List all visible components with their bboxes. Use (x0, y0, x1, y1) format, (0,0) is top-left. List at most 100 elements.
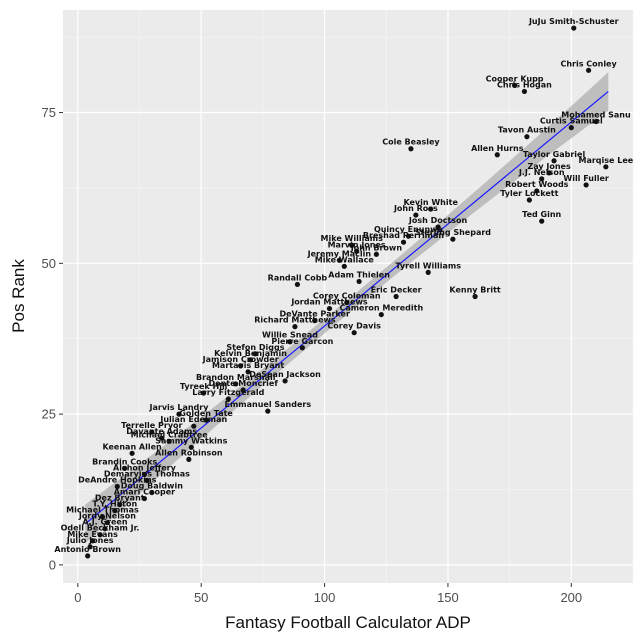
data-point (524, 134, 530, 140)
point-label: Mike Williams (321, 234, 384, 243)
data-point (186, 456, 192, 462)
point-label: DeVante Parker (279, 310, 349, 319)
point-label: Will Fuller (563, 174, 609, 183)
data-point (282, 378, 288, 384)
data-point (104, 520, 111, 526)
data-point (117, 501, 123, 508)
point-label: Mike Evans (67, 530, 118, 539)
point-label: Marqise Lee (579, 156, 634, 165)
data-point (551, 158, 557, 164)
point-label: Eric Decker (371, 286, 422, 295)
x-axis: 0 50 100 150 200 (74, 583, 582, 605)
data-point (539, 176, 545, 182)
point-label: Michael Crabtree (131, 430, 209, 439)
point-label: Cameron Meredith (339, 304, 423, 313)
data-point (408, 146, 414, 152)
labels-layer: JuJu Smith-Schuster Chris Conley Cooper Ku… (54, 17, 633, 554)
y-tick-label: 75 (42, 105, 56, 120)
data-point (99, 514, 106, 520)
x-tick-label: 200 (560, 590, 582, 605)
point-label: Odell Beckham Jr. (61, 524, 140, 533)
point-label: JuJu Smith-Schuster (528, 17, 619, 26)
x-tick-label: 100 (314, 590, 336, 605)
y-axis-title: Pos Rank (9, 259, 28, 333)
data-point (312, 318, 318, 324)
data-point (351, 330, 357, 336)
point-label: Allen Hurns (471, 144, 524, 153)
point-label: Dez Bryant (95, 494, 145, 503)
point-label: Breshad Perriman (363, 231, 444, 240)
point-label: Adam Thielen (328, 270, 390, 279)
data-point (511, 82, 518, 88)
data-point (373, 251, 379, 257)
point-label: Julian Edelman (159, 415, 227, 424)
point-label: DeAndre Hopkins (78, 475, 157, 484)
data-point (102, 526, 108, 532)
data-point (87, 544, 93, 550)
point-label: Jamison Crowder (202, 355, 279, 364)
data-point (265, 408, 271, 414)
point-label: Taylor Gabriel (523, 150, 586, 159)
data-point (413, 212, 419, 218)
data-point (141, 495, 148, 502)
point-label: Curtis Samuel (540, 117, 603, 126)
point-label: Brandon Marshall (196, 373, 276, 382)
y-axis: 0 25 50 75 (42, 105, 63, 572)
data-point (494, 152, 500, 158)
point-label: DeSean Jackson (249, 370, 321, 379)
point-label: Tyreek Hill (180, 382, 228, 391)
point-label: Chris Hogan (497, 80, 552, 89)
data-point (149, 489, 155, 496)
point-label: Julio Jones (66, 536, 114, 545)
point-label: Willie Snead (262, 331, 318, 340)
point-label: Richard Matthews (254, 316, 336, 325)
point-label: Larry Fitzgerald (192, 388, 264, 397)
point-label: Chris Conley (560, 59, 617, 68)
point-label: Brandin Cooks (92, 457, 157, 466)
point-label: Quincy Enunwa (374, 225, 443, 234)
point-label: Sammy Watkins (155, 436, 227, 445)
data-point (356, 278, 362, 285)
data-point (294, 281, 301, 288)
data-point (349, 242, 355, 248)
data-point (188, 444, 194, 450)
data-point (201, 390, 207, 396)
point-label: Terrelle Pryor (121, 421, 182, 430)
point-label: Corey Davis (327, 322, 381, 331)
data-point (336, 257, 342, 263)
point-label: Jeremy Maclin (307, 249, 372, 258)
data-point (144, 477, 150, 484)
minor-gridlines (63, 10, 634, 583)
data-point (526, 197, 532, 203)
point-label: John Ross (393, 204, 438, 213)
data-point (472, 293, 478, 300)
data-point (176, 411, 182, 417)
data-point (112, 508, 118, 514)
point-label: Tavon Austin (498, 126, 556, 135)
point-label: Kenny Britt (449, 286, 500, 295)
data-point (571, 25, 577, 31)
point-label: Davante Adams (126, 427, 197, 436)
y-tick-label: 25 (42, 407, 56, 422)
data-point (341, 263, 347, 269)
point-label: Sterling Shepard (415, 228, 492, 237)
data-point (593, 118, 599, 125)
data-point (568, 125, 574, 131)
point-label: Marvin Jones (328, 240, 386, 249)
point-label: Emmanuel Sanders (225, 400, 312, 409)
point-label: Randall Cobb (268, 273, 328, 282)
data-point (141, 471, 148, 478)
point-label: Jordy Nelson (78, 512, 136, 521)
data-point (247, 357, 254, 363)
point-label: Kevin White (403, 198, 458, 207)
data-point (534, 188, 540, 194)
data-point (344, 299, 350, 306)
point-label: Cole Beasley (382, 138, 440, 147)
x-axis-title: Fantasy Football Calculator ADP (225, 613, 471, 632)
point-label: Demaryius Thomas (104, 469, 190, 478)
plot-panel (63, 10, 633, 583)
trend-line (84, 90, 609, 525)
data-point (233, 381, 239, 387)
data-point (245, 369, 251, 375)
point-label: Corey Coleman (313, 292, 381, 301)
